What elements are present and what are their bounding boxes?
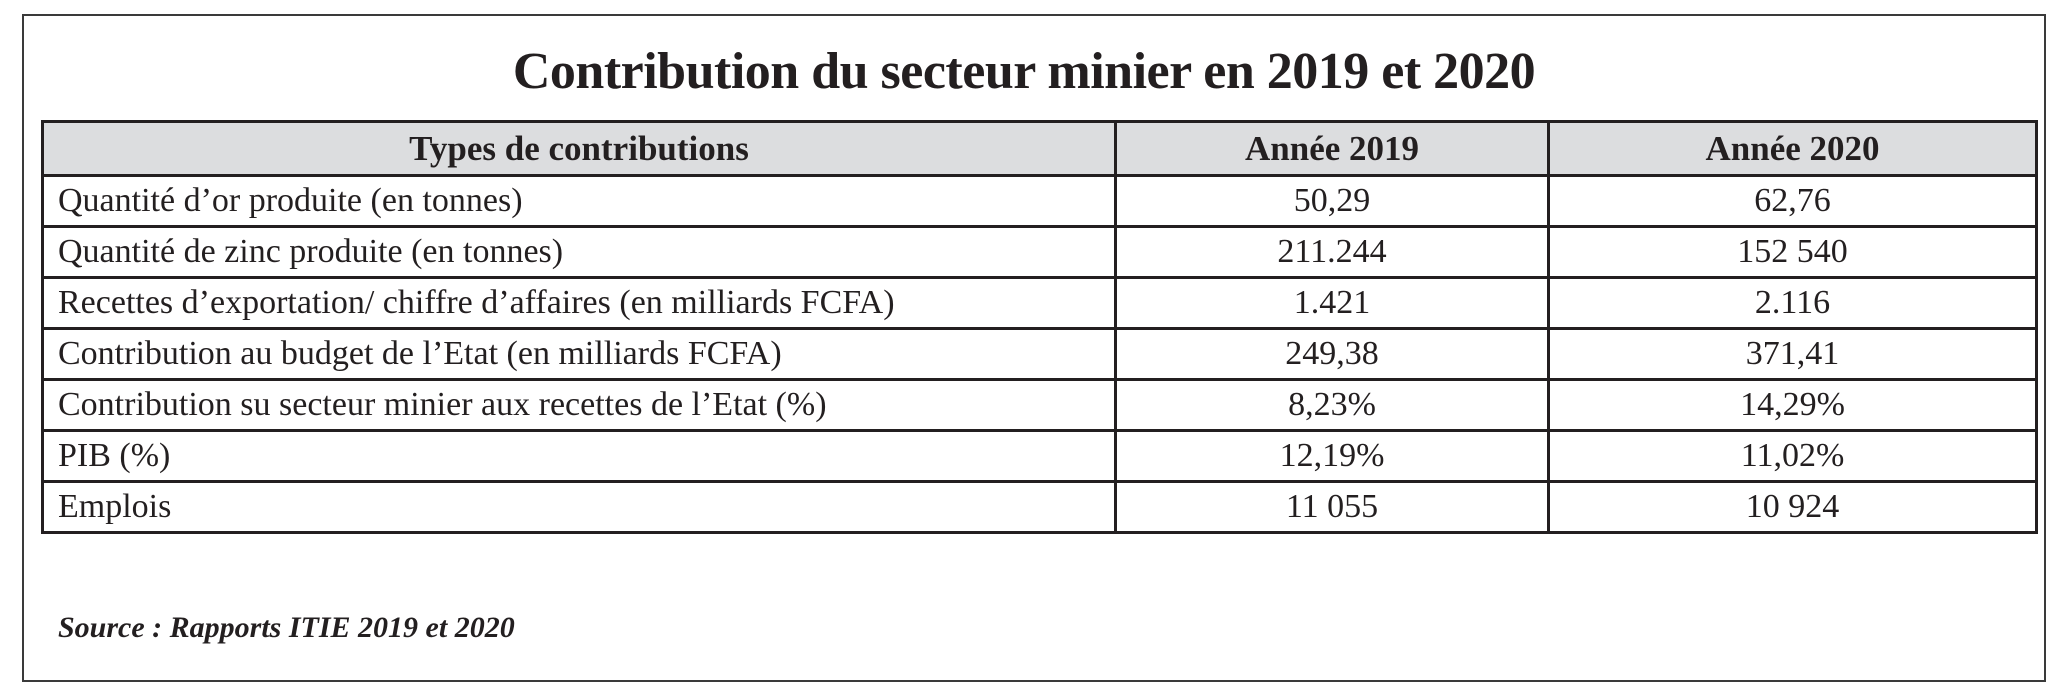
value-2020: 11,02% — [1547, 429, 2038, 483]
value-2020: 62,76 — [1547, 174, 2038, 228]
column-header-types: Types de contributions — [41, 120, 1117, 177]
value-2019: 12,19% — [1114, 429, 1550, 483]
column-header-2020: Année 2020 — [1547, 120, 2038, 177]
table-row: Quantité de zinc produite (en tonnes) 21… — [41, 225, 2038, 279]
value-2019: 249,38 — [1114, 327, 1550, 381]
source-note: Source : Rapports ITIE 2019 et 2020 — [58, 611, 515, 644]
table-row: Recettes d’exportation/ chiffre d’affair… — [41, 276, 2038, 330]
value-2020: 371,41 — [1547, 327, 2038, 381]
value-2020: 2.116 — [1547, 276, 2038, 330]
table-row: Contribution au budget de l’Etat (en mil… — [41, 327, 2038, 381]
row-label: Quantité d’or produite (en tonnes) — [41, 174, 1117, 228]
row-label: PIB (%) — [41, 429, 1117, 483]
value-2020: 152 540 — [1547, 225, 2038, 279]
value-2019: 8,23% — [1114, 378, 1550, 432]
value-2019: 211.244 — [1114, 225, 1550, 279]
value-2020: 14,29% — [1547, 378, 2038, 432]
table-row: Contribution su secteur minier aux recet… — [41, 378, 2038, 432]
table-row: Emplois 11 055 10 924 — [41, 480, 2038, 534]
contribution-table: Types de contributions Année 2019 Année … — [41, 120, 2038, 534]
value-2019: 50,29 — [1114, 174, 1550, 228]
table-row: Quantité d’or produite (en tonnes) 50,29… — [41, 174, 2038, 228]
value-2019: 11 055 — [1114, 480, 1550, 534]
table-header-row: Types de contributions Année 2019 Année … — [41, 120, 2038, 177]
row-label: Contribution su secteur minier aux recet… — [41, 378, 1117, 432]
row-label: Emplois — [41, 480, 1117, 534]
table-row: PIB (%) 12,19% 11,02% — [41, 429, 2038, 483]
value-2019: 1.421 — [1114, 276, 1550, 330]
column-header-2019: Année 2019 — [1114, 120, 1550, 177]
row-label: Quantité de zinc produite (en tonnes) — [41, 225, 1117, 279]
table-title: Contribution du secteur minier en 2019 e… — [512, 43, 1536, 100]
row-label: Recettes d’exportation/ chiffre d’affair… — [41, 276, 1117, 330]
value-2020: 10 924 — [1547, 480, 2038, 534]
row-label: Contribution au budget de l’Etat (en mil… — [41, 327, 1117, 381]
